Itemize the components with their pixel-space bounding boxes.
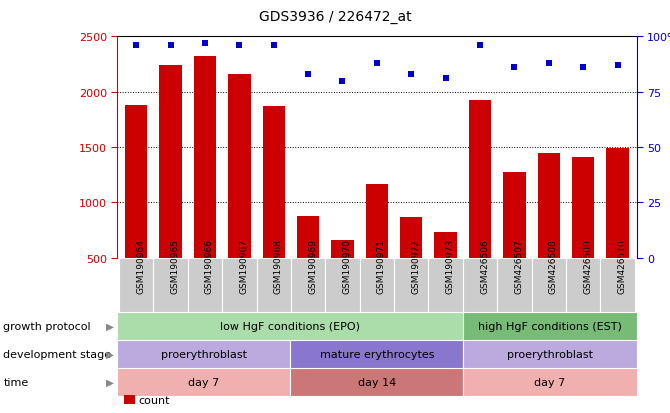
Point bbox=[165, 43, 176, 49]
Text: day 7: day 7 bbox=[188, 377, 219, 387]
Bar bbox=[464, 368, 636, 396]
Text: ▶: ▶ bbox=[106, 377, 114, 387]
Text: time: time bbox=[3, 377, 29, 387]
Text: GSM190964: GSM190964 bbox=[136, 239, 145, 294]
Bar bbox=[360, 258, 394, 312]
Text: GSM190971: GSM190971 bbox=[377, 239, 386, 294]
Bar bbox=[159, 66, 182, 258]
Bar bbox=[503, 173, 525, 258]
Bar bbox=[566, 258, 600, 312]
Bar bbox=[125, 106, 147, 258]
Text: day 7: day 7 bbox=[535, 377, 565, 387]
Point bbox=[200, 40, 210, 47]
Bar bbox=[469, 101, 491, 258]
Point bbox=[269, 43, 279, 49]
Text: ▶: ▶ bbox=[106, 321, 114, 331]
Bar bbox=[257, 258, 291, 312]
Point bbox=[509, 65, 520, 71]
Text: GDS3936 / 226472_at: GDS3936 / 226472_at bbox=[259, 10, 411, 24]
Text: high HgF conditions (EST): high HgF conditions (EST) bbox=[478, 321, 622, 331]
Bar bbox=[434, 233, 457, 258]
Text: GSM426507: GSM426507 bbox=[515, 239, 523, 294]
Text: proerythroblast: proerythroblast bbox=[161, 349, 247, 359]
Bar bbox=[117, 368, 290, 396]
Text: GSM190969: GSM190969 bbox=[308, 239, 317, 294]
Bar bbox=[119, 258, 153, 312]
Bar bbox=[194, 57, 216, 258]
Text: low HgF conditions (EPO): low HgF conditions (EPO) bbox=[220, 321, 360, 331]
Point bbox=[371, 60, 382, 67]
Bar bbox=[531, 258, 566, 312]
Bar bbox=[428, 258, 463, 312]
Point bbox=[612, 63, 623, 69]
Text: GSM190966: GSM190966 bbox=[205, 239, 214, 294]
Bar bbox=[497, 258, 531, 312]
Text: GSM190973: GSM190973 bbox=[446, 239, 455, 294]
Text: development stage: development stage bbox=[3, 349, 111, 359]
Bar bbox=[331, 240, 354, 258]
Text: GSM426509: GSM426509 bbox=[583, 239, 592, 294]
Text: proerythroblast: proerythroblast bbox=[507, 349, 593, 359]
Bar bbox=[297, 216, 320, 258]
Bar bbox=[464, 340, 636, 368]
Text: GSM190970: GSM190970 bbox=[342, 239, 352, 294]
Point bbox=[578, 65, 588, 71]
Point bbox=[303, 71, 314, 78]
Text: ▶: ▶ bbox=[106, 349, 114, 359]
Point bbox=[440, 76, 451, 83]
Bar bbox=[400, 217, 423, 258]
Bar bbox=[263, 107, 285, 258]
Text: day 14: day 14 bbox=[358, 377, 396, 387]
Bar bbox=[290, 368, 464, 396]
Text: GSM190967: GSM190967 bbox=[239, 239, 249, 294]
Point bbox=[474, 43, 485, 49]
Text: GSM190965: GSM190965 bbox=[171, 239, 180, 294]
Bar bbox=[464, 312, 636, 340]
Text: GSM426508: GSM426508 bbox=[549, 239, 558, 294]
Bar bbox=[290, 340, 464, 368]
Text: GSM190968: GSM190968 bbox=[274, 239, 283, 294]
Point bbox=[131, 43, 141, 49]
Text: count: count bbox=[139, 395, 170, 405]
Bar bbox=[228, 75, 251, 258]
Text: mature erythrocytes: mature erythrocytes bbox=[320, 349, 434, 359]
Bar bbox=[537, 153, 560, 258]
Text: GSM426510: GSM426510 bbox=[618, 239, 626, 294]
Bar bbox=[572, 158, 594, 258]
Bar bbox=[394, 258, 428, 312]
Bar bbox=[463, 258, 497, 312]
Bar bbox=[366, 184, 388, 258]
Point bbox=[337, 78, 348, 85]
Text: GSM190972: GSM190972 bbox=[411, 239, 420, 294]
Bar bbox=[222, 258, 257, 312]
Text: growth protocol: growth protocol bbox=[3, 321, 91, 331]
Bar bbox=[117, 340, 290, 368]
Bar bbox=[600, 258, 634, 312]
Bar bbox=[153, 258, 188, 312]
Point bbox=[406, 71, 417, 78]
Point bbox=[234, 43, 245, 49]
Bar bbox=[117, 312, 464, 340]
Bar bbox=[606, 149, 628, 258]
Bar bbox=[188, 258, 222, 312]
Text: GSM426506: GSM426506 bbox=[480, 239, 489, 294]
Bar bbox=[326, 258, 360, 312]
Point bbox=[543, 60, 554, 67]
Bar bbox=[291, 258, 326, 312]
